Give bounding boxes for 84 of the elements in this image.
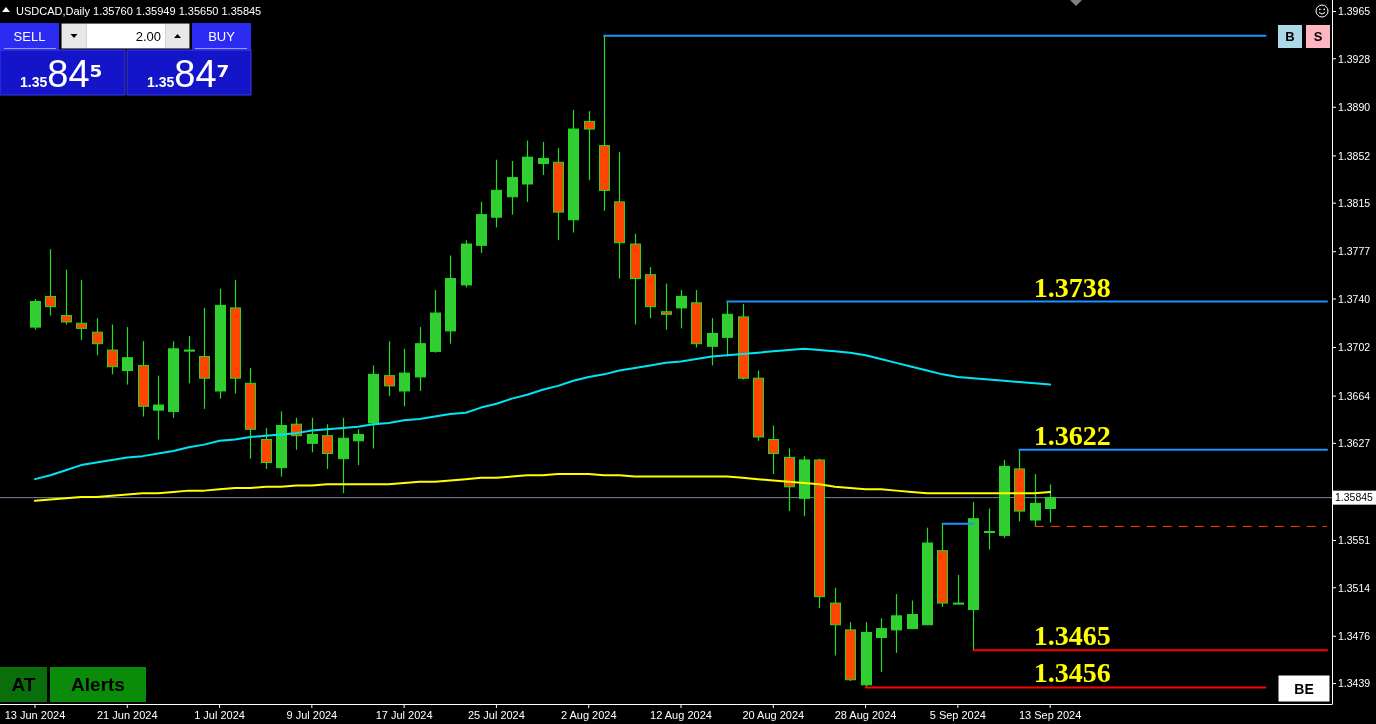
candlestick [984, 507, 995, 550]
candlestick [768, 424, 779, 475]
annotation: BE [1294, 680, 1314, 697]
y-tick-label: 1.3702 [1338, 341, 1371, 354]
candlestick [830, 587, 841, 657]
x-tick-label: 17 Jul 2024 [375, 709, 433, 721]
sell-price-button: 1.3584⁵ [0, 49, 126, 96]
buy-button: BUY [192, 23, 251, 50]
s-button: S [1306, 25, 1330, 48]
annotation: Alerts [71, 674, 125, 696]
candlestick [876, 617, 887, 673]
x-tick-label: 13 Sep 2024 [1018, 709, 1082, 721]
candlestick [907, 599, 918, 630]
y-tick-label: 1.3777 [1338, 245, 1371, 258]
annotation: 1.3622 [1033, 419, 1111, 451]
y-tick-label: 1.3815 [1338, 196, 1371, 209]
y-tick-label: 1.3965 [1338, 5, 1371, 18]
x-tick-label: 2 Aug 2024 [560, 709, 617, 721]
candlestick [661, 283, 672, 331]
x-tick-label: 12 Aug 2024 [650, 709, 712, 721]
annotation: S [1313, 29, 1323, 45]
text: USDCAD,Daily 1.35760 1.35949 1.35650 1.35845 [16, 5, 262, 17]
buy-price-button: 1.3584⁷ [126, 49, 252, 96]
y-tick-label: 1.3439 [1338, 677, 1371, 690]
y-tick-label: 1.3890 [1338, 101, 1371, 114]
y-tick-label: 1.3627 [1338, 437, 1371, 450]
x-tick-label: 28 Aug 2024 [834, 709, 897, 721]
candlestick [507, 160, 518, 216]
candlestick [384, 340, 395, 397]
candlestick [1030, 473, 1041, 527]
y-tick-label: 1.3664 [1338, 389, 1371, 402]
annotation: AT [11, 674, 36, 696]
annotation: 1.3584⁷ [147, 53, 230, 95]
candlestick [399, 348, 410, 407]
candlestick [307, 417, 318, 453]
x-tick-label: 5 Sep 2024 [929, 709, 986, 721]
b-button: B [1278, 25, 1302, 48]
x-tick-label: 25 Jul 2024 [467, 709, 525, 721]
annotation: 2.00 [135, 29, 161, 44]
candlestick [338, 417, 349, 494]
x-tick-label: 13 Jun 2024 [4, 709, 66, 721]
candlestick [707, 317, 718, 367]
y-tick-label: 1.3514 [1338, 581, 1371, 594]
candlestick [76, 279, 87, 341]
ref-line-label: 1.35845 [1335, 491, 1374, 504]
candlestick [199, 307, 210, 410]
x-tick-label: 21 Jun 2024 [97, 709, 158, 721]
line-series [34, 473, 1052, 502]
candlestick [153, 375, 164, 441]
candlestick [353, 428, 364, 466]
x-tick-label: 1 Jul 2024 [194, 709, 245, 721]
sell-button: SELL [0, 23, 59, 50]
candlestick [92, 317, 103, 356]
candlestick [953, 574, 964, 605]
y-tick-label: 1.3551 [1338, 534, 1371, 547]
be-button: BE [1277, 674, 1331, 703]
candlestick [184, 335, 195, 384]
candlestick [122, 326, 133, 386]
candlestick [891, 593, 902, 654]
at-button: AT [0, 667, 47, 702]
x-tick-label: 20 Aug 2024 [742, 709, 805, 721]
candlestick [45, 248, 56, 317]
candlestick [584, 110, 595, 181]
annotation: BUY [208, 29, 236, 44]
y-tick-label: 1.3476 [1338, 630, 1371, 643]
annotation: 1.3738 [1033, 271, 1111, 303]
candlestick [261, 427, 272, 470]
y-tick-label: 1.3740 [1338, 292, 1371, 305]
alerts-button: Alerts [50, 667, 146, 702]
annotation: 1.3465 [1033, 620, 1111, 652]
candlestick [322, 423, 333, 470]
candlestick [61, 268, 72, 326]
candlestick [676, 289, 687, 329]
annotation: 1.3456 [1033, 657, 1111, 689]
annotation: 1.3584⁵ [20, 53, 103, 95]
y-tick-label: 1.3928 [1338, 52, 1371, 65]
candlestick [107, 323, 118, 375]
annotation: SELL [13, 29, 46, 44]
candlestick [1045, 483, 1056, 524]
lot-size-field: 2.00 [60, 22, 191, 50]
candlestick [538, 141, 549, 176]
x-tick-label: 9 Jul 2024 [286, 709, 338, 721]
y-tick-label: 1.3852 [1338, 149, 1371, 162]
annotation: B [1285, 29, 1295, 45]
